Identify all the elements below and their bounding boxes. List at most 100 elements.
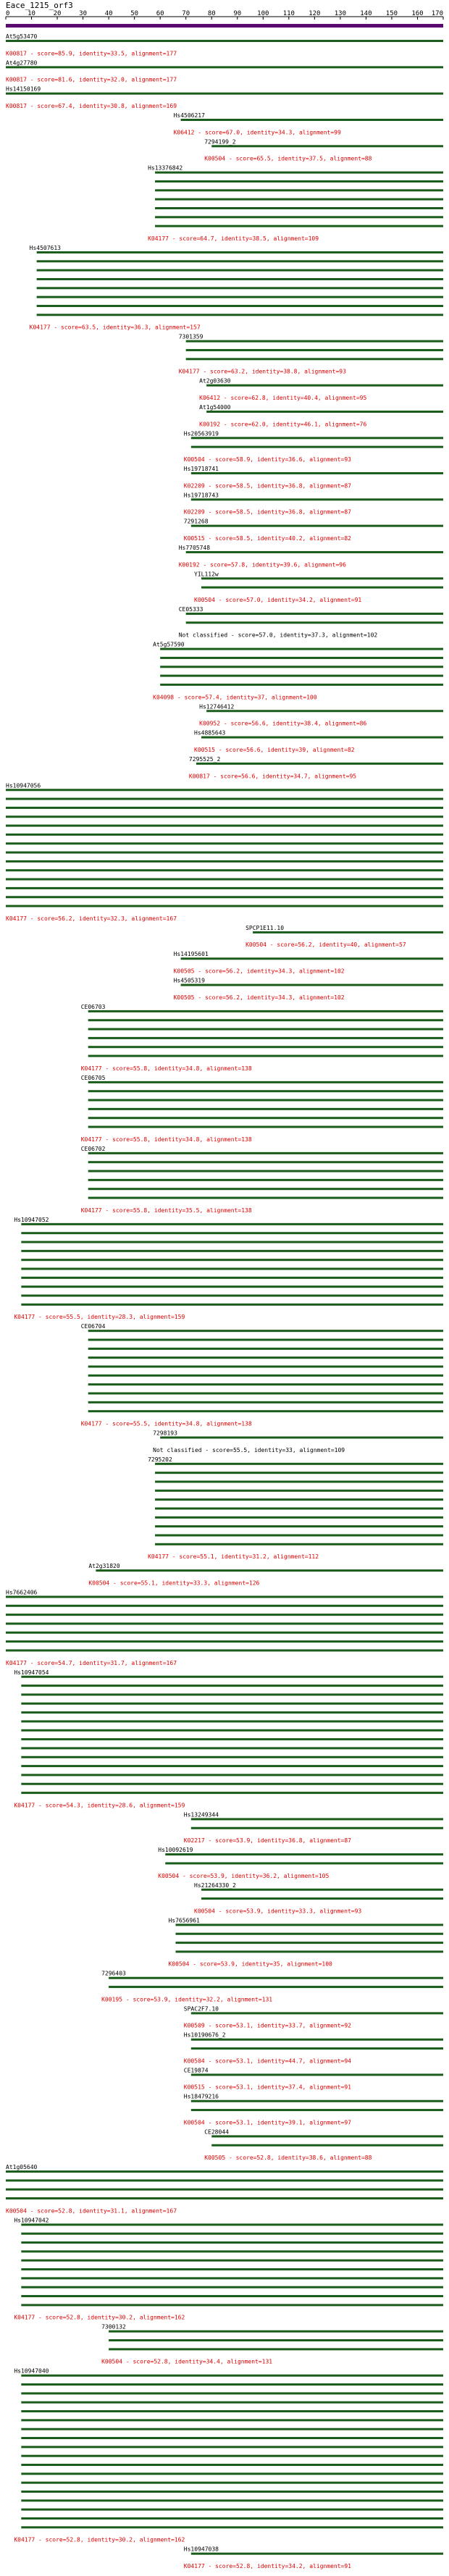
hit-name: SPAC2F7.10 (184, 2005, 219, 2012)
ruler-tick-label: 50 (130, 10, 138, 17)
hit-bar (6, 66, 443, 69)
hit-bar (6, 797, 443, 800)
hit-name: At5g57590 (153, 642, 185, 648)
hit-group: CE28044 K00505 - score=52.8, identity=38.… (204, 2128, 443, 2161)
hit-bar (88, 1099, 443, 1102)
hit-name: Hs14195601 (174, 951, 209, 957)
hit-bar (6, 851, 443, 854)
hit-description: K04177 - score=52.8, identity=34.2, alig… (184, 2563, 351, 2569)
hit-description: K00192 - score=62.0, identity=46.1, alig… (199, 421, 366, 427)
hit-bar (185, 348, 443, 351)
hit-description: K02209 - score=58.5, identity=36.8, alig… (184, 482, 351, 489)
hit-bar (6, 860, 443, 863)
hit-name: Hs10947054 (14, 1669, 49, 1676)
hit-bar (36, 287, 443, 290)
hit-bar (6, 878, 443, 881)
hit-bar (21, 2464, 444, 2467)
hit-description: K00505 - score=56.2, identity=34.3, alig… (174, 994, 345, 1001)
ruler-tick-label: 170 (432, 10, 443, 17)
hit-name: Hs4505319 (174, 978, 206, 984)
hit-name: 7300132 (101, 2324, 126, 2330)
hit-description: K00504 - score=55.1, identity=33.3, alig… (88, 1579, 259, 1586)
hit-bar (88, 1028, 443, 1031)
hit-description: K00504 - score=58.9, identity=36.6, alig… (184, 456, 351, 463)
hit-group: CE06704 K04177 - score=55.5, identity=34.… (81, 1323, 443, 1427)
hit-description: K04177 - score=55.1, identity=31.2, alig… (148, 1553, 319, 1560)
hit-bar (190, 2012, 443, 2015)
hit-bar (155, 1525, 443, 1528)
hit-bar (21, 2526, 444, 2529)
hit-name: Hs10947040 (14, 2368, 49, 2375)
hit-group: Hs21264330_2 K00504 - score=53.9, identit… (194, 1882, 443, 1914)
hit-group: Hs14195601 K00505 - score=56.2, identity=… (174, 951, 443, 975)
hit-group: Hs10947038 K04177 - score=52.8, identity=… (184, 2546, 443, 2569)
hit-bar (88, 1196, 443, 1199)
hit-bar (21, 1747, 444, 1750)
hit-bar (211, 2135, 443, 2138)
hit-bar (6, 815, 443, 818)
hit-description: K00515 - score=56.6, identity=39, alignm… (194, 747, 355, 753)
hit-bar (185, 550, 443, 553)
hit-bar (88, 1392, 443, 1395)
hit-bar (109, 2330, 443, 2333)
hit-bar (88, 1117, 443, 1120)
hit-name: Hs13249344 (184, 1811, 219, 1818)
hit-bar (21, 1720, 444, 1723)
hit-bar (88, 1178, 443, 1181)
hit-group: CE06705 K04177 - score=55.8, identity=34.… (81, 1075, 443, 1143)
hit-group: Hs18479216 K00504 - score=53.1, identity=… (184, 2094, 443, 2126)
hit-bar (6, 896, 443, 899)
hit-description: K04098 - score=57.4, identity=37, alignm… (153, 694, 317, 700)
hit-description: K04177 - score=54.7, identity=31.7, alig… (6, 1660, 177, 1666)
hit-bar (6, 824, 443, 827)
hit-bar (206, 410, 443, 413)
hit-description: K00192 - score=57.8, identity=39.6, alig… (179, 561, 346, 568)
hit-description: K04177 - score=55.8, identity=35.5, alig… (81, 1207, 252, 1214)
hit-bar (206, 384, 443, 387)
hit-bar (109, 1976, 443, 1979)
hit-bar (155, 1543, 443, 1545)
hit-bar (6, 1604, 443, 1607)
hit-bar (21, 2454, 444, 2457)
hit-name: Hs20563919 (184, 430, 219, 437)
hit-group: At5g53470 K00817 - score=85.9, identity=3… (6, 33, 443, 56)
hit-bar (21, 1249, 444, 1252)
hit-bar (201, 1897, 443, 1900)
hit-description: K04177 - score=55.5, identity=34.8, alig… (81, 1420, 252, 1427)
hit-bar (21, 1711, 444, 1714)
hit-bar (185, 612, 443, 615)
hit-bar (21, 1294, 444, 1297)
hit-bar (36, 277, 443, 280)
hit-group: At5g57590 K04098 - score=57.4, identity=3… (153, 642, 444, 700)
hit-bar (155, 225, 443, 227)
hit-group: CE06702 K04177 - score=55.8, identity=35.… (81, 1146, 443, 1214)
hit-description: K00504 - score=53.9, identity=35, alignm… (168, 1961, 332, 1968)
hit-bar (6, 40, 443, 42)
hit-name: 7295525_2 (189, 756, 221, 763)
hit-bar (6, 2179, 443, 2182)
hit-description: K00504 - score=53.9, identity=36.2, alig… (158, 1873, 329, 1879)
hit-bar (21, 2446, 444, 2449)
hit-group: Hs10190676_2 K00504 - score=53.1, identit… (184, 2032, 443, 2064)
hit-description: K00504 - score=53.1, identity=39.1, alig… (184, 2119, 351, 2126)
hit-bar (6, 833, 443, 836)
hit-name: At1g54000 (199, 404, 231, 411)
hit-bar (21, 2374, 444, 2377)
hit-bar (155, 198, 443, 201)
hit-bar (36, 314, 443, 316)
hit-name: At4g27780 (6, 59, 38, 66)
hit-bar (21, 2241, 444, 2244)
hit-group: At2g03630 K06412 - score=62.8, identity=4… (199, 378, 443, 401)
hit-bar (175, 1932, 443, 1935)
hit-bar (190, 2073, 443, 2076)
hit-bar (21, 2401, 444, 2404)
hit-bar (160, 674, 444, 677)
hit-description: K04177 - score=64.7, identity=38.5, alig… (148, 235, 319, 242)
hit-description: K06412 - score=67.0, identity=34.3, alig… (174, 129, 341, 135)
hit-description: K04177 - score=55.8, identity=34.8, alig… (81, 1136, 252, 1143)
hit-bar (21, 2428, 444, 2430)
hit-group: At1g05640 K00504 - score=52.8, identity=3… (6, 2164, 443, 2214)
hit-bar (155, 1534, 443, 1537)
hit-name: Hs10947056 (6, 782, 41, 789)
